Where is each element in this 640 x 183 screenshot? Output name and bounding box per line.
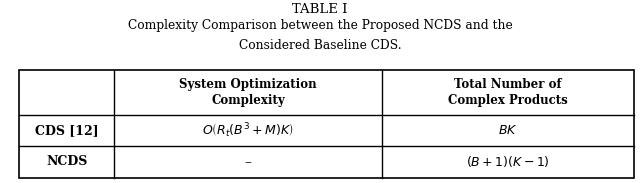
Text: TABLE I: TABLE I [292,3,348,16]
Text: NCDS: NCDS [46,155,88,168]
Text: $BK$: $BK$ [498,124,518,137]
Text: Complexity Comparison between the Proposed NCDS and the: Complexity Comparison between the Propos… [127,19,513,32]
Text: Considered Baseline CDS.: Considered Baseline CDS. [239,39,401,52]
Text: $(B+1)(K-1)$: $(B+1)(K-1)$ [466,154,550,169]
Text: $O\left(R_t\left(B^3+M\right)K\right)$: $O\left(R_t\left(B^3+M\right)K\right)$ [202,121,294,140]
Text: Total Number of
Complex Products: Total Number of Complex Products [448,78,568,107]
Text: System Optimization
Complexity: System Optimization Complexity [179,78,317,107]
Text: –: – [244,155,252,169]
Text: CDS [12]: CDS [12] [35,124,99,137]
